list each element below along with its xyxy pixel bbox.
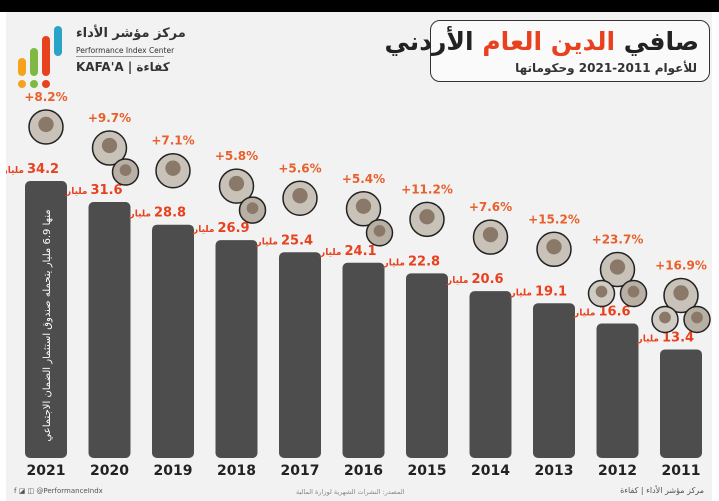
title-highlight: الدين العام: [482, 27, 616, 56]
unit-label: مليار: [129, 210, 151, 220]
bar: [596, 323, 639, 458]
unit-label: مليار: [573, 309, 595, 319]
year-label: 2016: [344, 463, 383, 479]
value-label: 19.1: [535, 284, 567, 299]
portrait-face-icon: [419, 209, 435, 225]
year-label: 2012: [598, 463, 637, 479]
title-part-1: صافي: [615, 27, 699, 56]
portrait-face-icon: [165, 160, 181, 176]
portrait-face-icon: [659, 311, 671, 324]
year-label: 2020: [90, 463, 129, 479]
growth-label: +15.2%: [528, 212, 580, 226]
value-label: 28.8: [154, 206, 186, 221]
growth-label: +23.7%: [592, 233, 644, 247]
title-box: صافي الدين العام الأردني للأعوام 2011-20…: [385, 20, 710, 82]
logo-divider: [76, 56, 164, 57]
top-border: [0, 0, 719, 12]
growth-label: +8.2%: [24, 90, 67, 104]
bar: [88, 202, 131, 458]
logo: مركز مؤشر الأداء Performance Index Cente…: [14, 26, 186, 88]
year-label: 2018: [217, 463, 256, 479]
logo-bars-icon: [18, 26, 62, 88]
unit-label: مليار: [192, 225, 214, 235]
infographic: مركز مؤشر الأداء Performance Index Cente…: [6, 12, 712, 501]
bar: [660, 349, 702, 458]
growth-label: +7.6%: [469, 200, 512, 214]
social-icons: f ◪ ◫: [14, 487, 37, 495]
portrait-face-icon: [373, 224, 386, 237]
growth-label: +7.1%: [151, 134, 194, 148]
logo-english-name: Performance Index Center: [76, 46, 175, 55]
unit-label: مليار: [510, 288, 532, 298]
year-label: 2014: [471, 463, 510, 479]
title-part-2: الأردني: [384, 27, 483, 56]
bar-chart: 202134.2مليار+8.2%202031.6مليار+9.7%2019…: [6, 90, 711, 479]
bar: [215, 240, 258, 458]
value-label: 16.6: [599, 305, 631, 320]
year-label: 2013: [535, 463, 574, 479]
portrait-face-icon: [228, 175, 245, 192]
unit-label: مليار: [637, 334, 659, 344]
growth-label: +16.9%: [655, 258, 707, 272]
chart-title: صافي الدين العام الأردني: [385, 27, 699, 56]
value-label: 22.8: [408, 254, 440, 269]
logo-arabic-name: مركز مؤشر الأداء: [76, 26, 186, 41]
unit-label: مليار: [6, 166, 24, 176]
portrait-face-icon: [691, 311, 703, 324]
portrait-face-icon: [482, 226, 499, 243]
portrait-face-icon: [627, 285, 640, 298]
annotation-label: منها 6.9 مليار يتحمله صندوق استثمار الضم…: [42, 209, 53, 441]
bar: [25, 180, 67, 459]
portrait-face-icon: [292, 188, 308, 204]
portrait-face-icon: [119, 164, 132, 176]
year-label: 2015: [408, 463, 447, 479]
growth-label: +5.6%: [278, 161, 321, 175]
unit-label: مليار: [446, 276, 468, 286]
growth-label: +5.8%: [215, 149, 258, 163]
value-label: 24.1: [345, 244, 377, 259]
bar: [406, 273, 448, 458]
portrait-face-icon: [101, 137, 118, 154]
footer-social[interactable]: f ◪ ◫ @PerformanceIndx: [14, 487, 103, 495]
portrait-face-icon: [355, 198, 372, 214]
portrait-face-icon: [595, 285, 608, 298]
footer-source: المصدر: النشرات الشهرية لوزارة المالية: [296, 488, 405, 496]
bar: [152, 224, 194, 458]
portrait-face-icon: [38, 116, 54, 133]
growth-label: +11.2%: [401, 182, 453, 196]
unit-label: مليار: [65, 187, 87, 197]
year-label: 2019: [154, 463, 193, 479]
value-label: 31.6: [91, 183, 123, 198]
bar: [279, 252, 321, 458]
portrait-face-icon: [609, 259, 626, 275]
footer-brand: مركز مؤشر الأداء | كفاءة: [620, 486, 704, 495]
logo-kafaa: KAFA'A | كفاءة: [76, 60, 170, 74]
bar: [533, 303, 575, 458]
growth-label: +9.7%: [88, 111, 131, 125]
portrait-face-icon: [246, 202, 259, 215]
value-label: 13.4: [662, 330, 694, 345]
bar: [342, 262, 385, 458]
year-label: 2021: [27, 463, 66, 479]
unit-label: مليار: [256, 237, 278, 247]
chart-subtitle: للأعوام 2011-2021 وحكوماتها: [515, 61, 697, 75]
value-label: 25.4: [281, 233, 313, 248]
unit-label: مليار: [319, 248, 341, 258]
bar: [469, 291, 512, 458]
growth-label: +5.4%: [342, 172, 385, 186]
unit-label: مليار: [383, 258, 405, 268]
year-label: 2017: [281, 463, 320, 479]
portrait-face-icon: [673, 285, 689, 301]
value-label: 34.2: [27, 162, 59, 177]
value-label: 20.6: [472, 272, 504, 287]
value-label: 26.9: [218, 221, 250, 236]
year-label: 2011: [662, 463, 701, 479]
portrait-face-icon: [546, 239, 562, 255]
social-handle: @PerformanceIndx: [36, 487, 103, 495]
